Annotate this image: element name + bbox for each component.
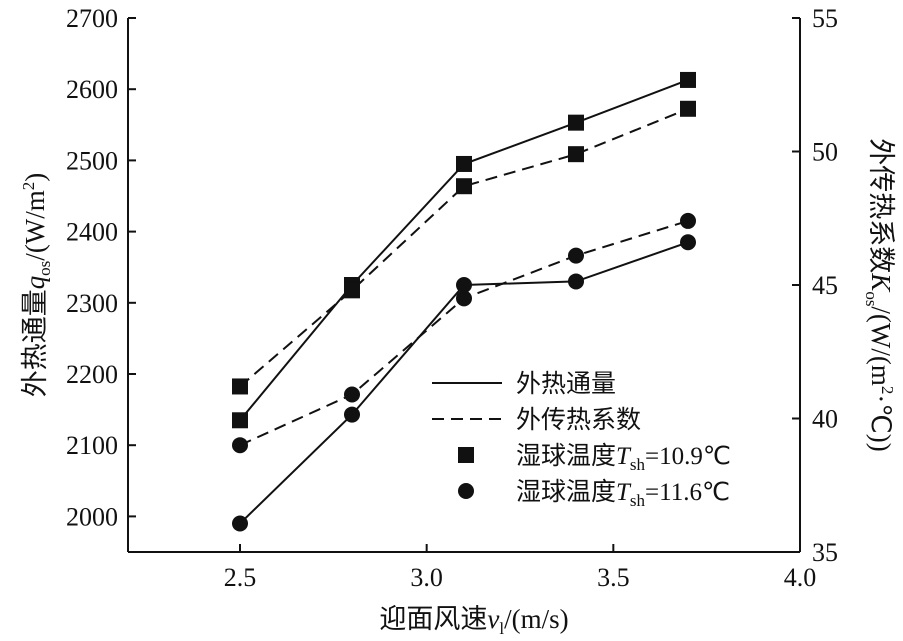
series-0-point-0	[232, 412, 248, 429]
legend-label-2-rest: =10.9℃	[645, 443, 731, 470]
y-tick-label-2700: 2700	[66, 4, 118, 33]
y2-tick-label-55: 55	[812, 4, 838, 33]
legend-label-3-text: 湿球温度	[516, 477, 616, 506]
legend-label-3: 湿球温度Tsh=11.6℃	[516, 477, 730, 510]
legend-label-3-rest: =11.6℃	[645, 479, 730, 506]
legend-swatch-circle	[458, 483, 474, 499]
legend-label-2-var: T	[616, 443, 632, 470]
series-2-point-1	[344, 406, 360, 423]
legend-label-1-text: 外传热系数	[516, 405, 641, 434]
series-3-point-2	[456, 290, 472, 307]
legend-swatch-square	[458, 447, 474, 463]
series-0-point-2	[456, 155, 472, 172]
y2-axis-label-sub: os	[862, 291, 881, 306]
series-0-point-4	[680, 71, 696, 88]
y2-axis-label-sup: 2	[878, 386, 897, 395]
axes: 2000 2100 2200 2300 2400 2500 2600 2700 35 40 45 50…	[19, 4, 897, 638]
x-tick-label-3.0: 3.0	[410, 563, 443, 592]
y-tick-label-2200: 2200	[66, 360, 118, 389]
series-3-point-4	[680, 212, 696, 229]
x-tick-label-2.5: 2.5	[224, 563, 257, 592]
series-line-0	[239, 78, 689, 421]
legend-label-0-text: 外热通量	[516, 369, 616, 398]
series-3-point-3	[568, 247, 584, 264]
y2-tick-label-35: 35	[812, 538, 838, 567]
legend-label-2: 湿球温度Tsh=10.9℃	[516, 441, 731, 474]
y2-axis-label: 外传热系数Kos/(W/(m2·℃))	[862, 138, 897, 451]
x-tick-label-4.0: 4.0	[784, 563, 817, 592]
x-tick-label-3.5: 3.5	[597, 563, 630, 592]
y-axis-label-var: q	[20, 276, 50, 290]
y-tick-label-2300: 2300	[66, 289, 118, 318]
y2-axis-label-unit: /(W/(m	[866, 306, 896, 385]
x-axis-label-text: 迎面风速	[379, 604, 487, 635]
series-1-point-4	[680, 100, 696, 117]
y-tick-label-2500: 2500	[66, 146, 118, 175]
y-axis-label-close: )	[20, 173, 50, 182]
y-tick-label-2600: 2600	[66, 75, 118, 104]
series-2-point-2	[456, 277, 472, 293]
legend-label-3-sub: sh	[630, 491, 646, 510]
x-axis-label-unit: /(m/s)	[504, 604, 569, 634]
y-axis-label-sub: os	[35, 261, 54, 276]
series-3-point-0	[232, 437, 248, 454]
y-tick-label-2400: 2400	[66, 218, 118, 247]
x-axis-label-sub: l	[499, 619, 504, 638]
legend-label-1: 外传热系数	[516, 405, 641, 434]
legend-label-2-sub: sh	[630, 455, 646, 474]
legend-label-3-var: T	[616, 479, 632, 506]
y-tick-label-2000: 2000	[66, 502, 118, 531]
series-line-1	[239, 107, 689, 388]
y2-tick-label-50: 50	[812, 138, 838, 167]
y-tick-label-2100: 2100	[66, 431, 118, 460]
y2-tick-label-40: 40	[812, 405, 838, 434]
y-axis-label: 外热通量qos/(W/m2)	[19, 173, 54, 398]
series-1-point-0	[232, 378, 248, 395]
y-axis-label-unit: /(W/m	[20, 190, 50, 260]
series-0-point-3	[568, 114, 584, 131]
series-2-point-3	[568, 273, 584, 290]
series-group	[232, 71, 696, 532]
y2-axis-label-close: ·℃))	[866, 394, 896, 451]
x-axis-label-var: v	[487, 604, 499, 634]
y2-axis-label-var: K	[866, 272, 896, 293]
y-axis-label-text: 外热通量	[20, 289, 51, 397]
series-2-point-0	[232, 515, 248, 532]
y2-axis-label-text: 外传热系数	[865, 138, 896, 273]
legend-label-2-text: 湿球温度	[516, 441, 616, 470]
x-axis-label: 迎面风速vl/(m/s)	[379, 604, 568, 638]
series-1-point-1	[344, 282, 360, 299]
y2-tick-label-45: 45	[812, 271, 838, 300]
series-1-point-3	[568, 146, 584, 163]
series-1-point-2	[456, 178, 472, 195]
series-3-point-1	[344, 386, 360, 403]
y-axis-label-sup: 2	[19, 182, 38, 191]
legend-label-0: 外热通量	[516, 369, 616, 398]
series-2-point-4	[680, 234, 696, 251]
